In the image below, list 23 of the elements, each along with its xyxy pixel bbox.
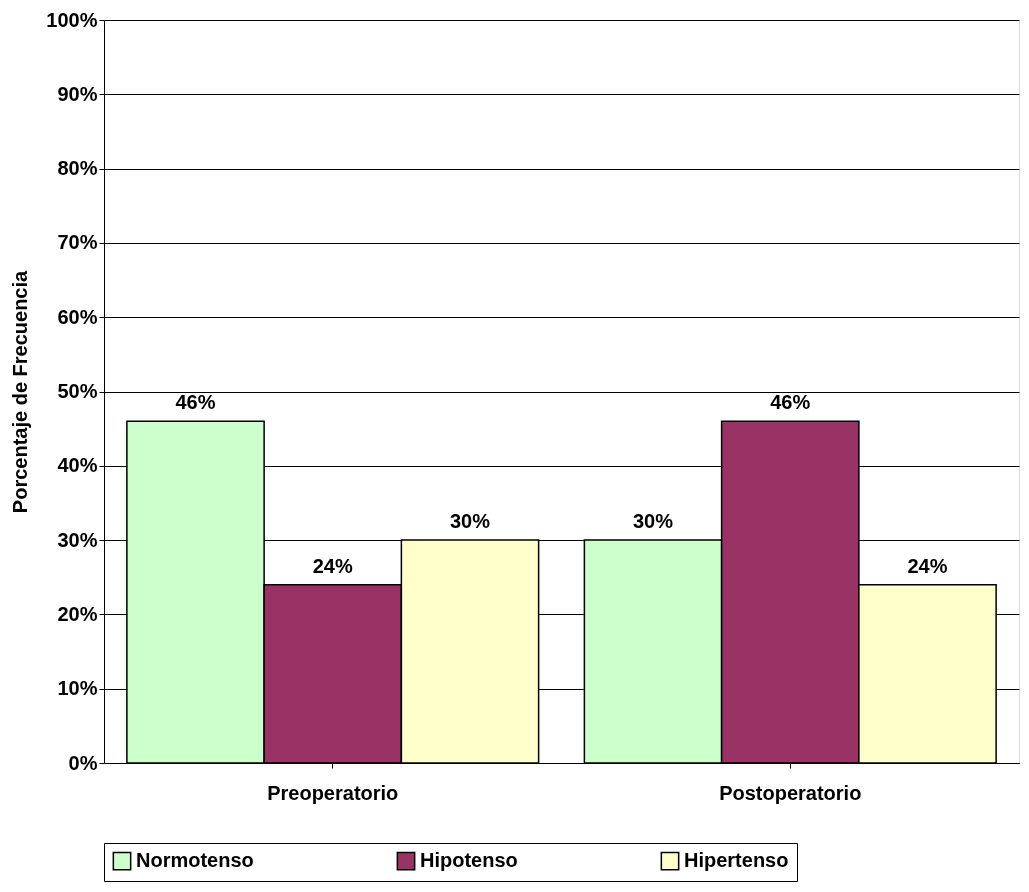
legend-label: Hipertenso	[684, 849, 789, 872]
y-tick-label: 60%	[57, 305, 98, 328]
legend-label: Hipotenso	[420, 849, 518, 872]
data-label: 46%	[175, 391, 216, 414]
y-tick-label: 40%	[57, 454, 98, 477]
data-label: 46%	[770, 391, 811, 414]
y-tick-label: 90%	[57, 82, 98, 105]
y-tick-label: 100%	[46, 8, 98, 31]
data-label: 30%	[632, 510, 674, 533]
x-tick-label: Preoperatorio	[267, 781, 399, 804]
data-label: 24%	[907, 554, 948, 577]
y-tick-label: 30%	[57, 528, 98, 551]
data-label: 24%	[312, 554, 353, 577]
y-tick-label: 20%	[57, 602, 98, 625]
y-tick-label: 70%	[57, 231, 98, 254]
legend-label: Normotenso	[136, 849, 254, 872]
y-tick-label: 10%	[57, 677, 98, 700]
y-tick-label: 0%	[68, 751, 98, 774]
y-tick-label: 50%	[57, 380, 98, 402]
data-label: 30%	[449, 510, 491, 533]
y-axis-title: Porcentaje de Frecuencia	[9, 269, 32, 514]
x-tick-label: Postoperatorio	[719, 781, 862, 804]
y-tick-label: 80%	[57, 157, 98, 180]
